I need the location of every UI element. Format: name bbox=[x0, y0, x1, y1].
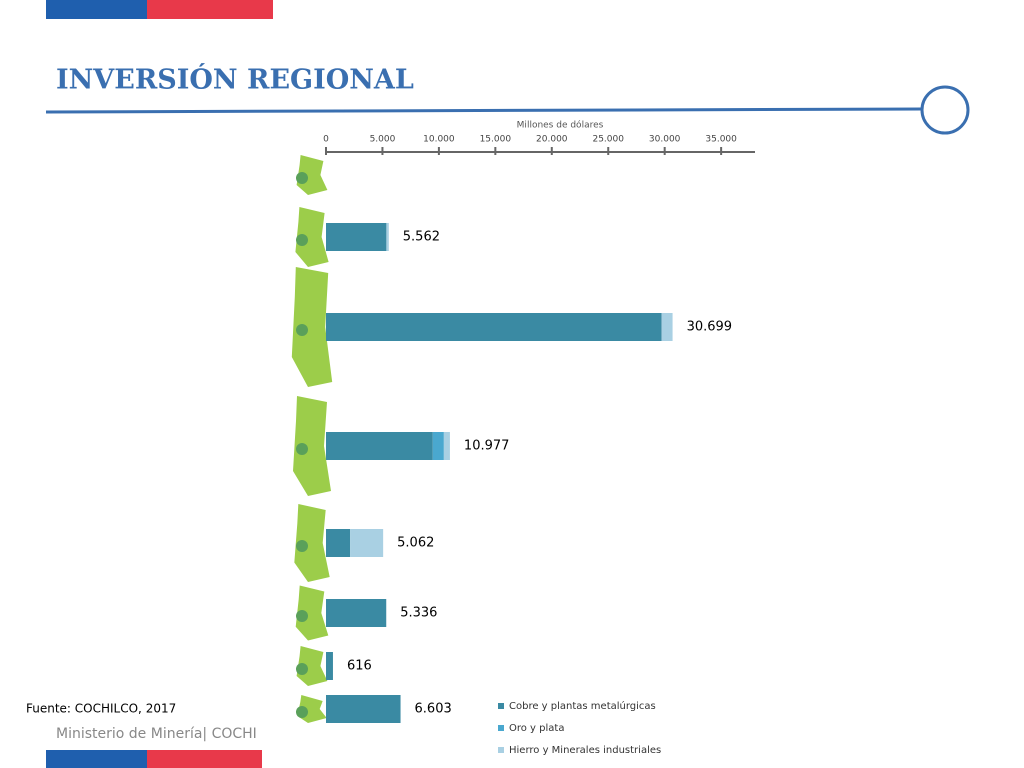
x-tick-label: 10.000 bbox=[423, 135, 455, 145]
flag-red bbox=[147, 750, 262, 768]
region-dot bbox=[296, 610, 308, 622]
flag-blue bbox=[46, 0, 147, 19]
bar-segment bbox=[350, 529, 384, 557]
region-dot bbox=[296, 540, 308, 552]
x-axis-label: Millones de dólares bbox=[517, 120, 604, 131]
x-tick-label: 15.000 bbox=[480, 135, 512, 145]
region-dot bbox=[296, 234, 308, 246]
bar-segment bbox=[326, 652, 333, 680]
x-tick-label: 35.000 bbox=[705, 135, 737, 145]
bar-segment bbox=[443, 432, 450, 460]
legend-swatch bbox=[498, 747, 504, 753]
footer: Ministerio de Minería| COCHI bbox=[56, 726, 257, 742]
region-map bbox=[294, 504, 330, 582]
legend-label: Oro y plata bbox=[509, 723, 564, 734]
bar-segment bbox=[326, 529, 351, 557]
bar-segment bbox=[326, 223, 387, 251]
x-tick-label: 5.000 bbox=[370, 135, 396, 145]
region-dot bbox=[296, 663, 308, 675]
bar-segment bbox=[326, 599, 387, 627]
slide-title: INVERSIÓN REGIONAL bbox=[56, 62, 414, 96]
region-map bbox=[295, 207, 329, 267]
legend-label: Hierro y Minerales industriales bbox=[509, 745, 661, 756]
flag-blue bbox=[46, 750, 147, 768]
region-map bbox=[295, 585, 329, 641]
bar-segment bbox=[326, 695, 401, 723]
value-label: 5.062 bbox=[397, 536, 434, 551]
x-tick-label: 30.000 bbox=[649, 135, 681, 145]
source: Fuente: COCHILCO, 2017 bbox=[26, 702, 176, 716]
region-map bbox=[293, 396, 331, 496]
x-tick-label: 25.000 bbox=[592, 135, 624, 145]
value-label: 30.699 bbox=[687, 320, 733, 335]
bar-segment bbox=[661, 313, 673, 341]
x-tick-label: 20.000 bbox=[536, 135, 568, 145]
value-label: 5.336 bbox=[400, 606, 437, 621]
flag-red bbox=[147, 0, 273, 19]
value-label: 5.562 bbox=[403, 230, 440, 245]
bar-segment bbox=[326, 432, 433, 460]
region-dot bbox=[296, 324, 308, 336]
bar-segment bbox=[386, 223, 389, 251]
value-label: 616 bbox=[347, 659, 372, 674]
region-dot bbox=[296, 172, 308, 184]
title-rule bbox=[45, 107, 923, 114]
title-circle bbox=[920, 85, 970, 135]
value-label: 6.603 bbox=[415, 702, 452, 717]
legend-swatch bbox=[498, 725, 504, 731]
bar-segment bbox=[432, 432, 444, 460]
region-map bbox=[291, 267, 333, 387]
bar-segment bbox=[326, 313, 662, 341]
region-map bbox=[296, 646, 328, 686]
region-dot bbox=[296, 443, 308, 455]
legend-swatch bbox=[498, 703, 504, 709]
legend-label: Cobre y plantas metalúrgicas bbox=[509, 700, 656, 712]
region-dot bbox=[296, 706, 308, 718]
value-label: 10.977 bbox=[464, 439, 510, 454]
x-tick-label: 0 bbox=[323, 135, 329, 145]
region-map bbox=[296, 155, 328, 195]
